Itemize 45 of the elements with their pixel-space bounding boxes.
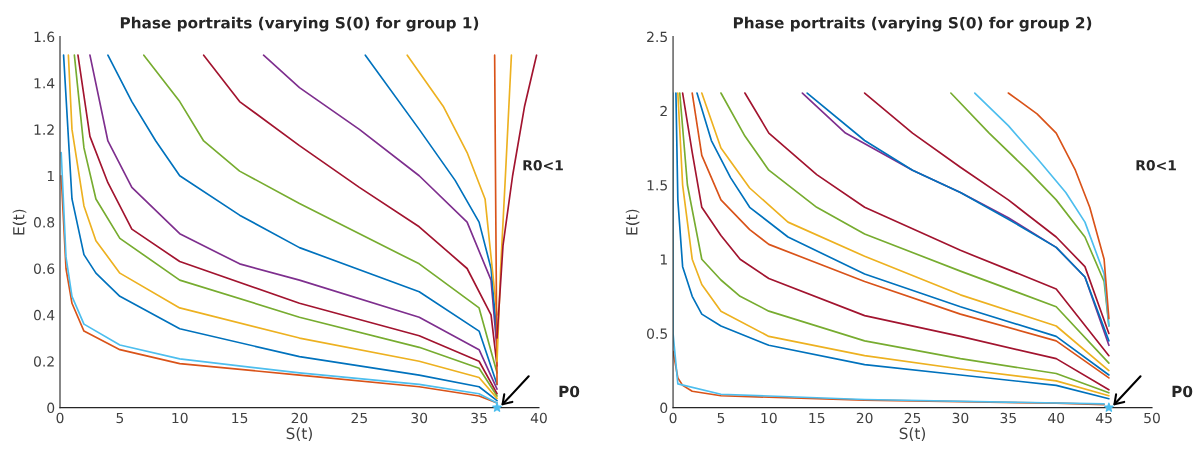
y-tick-label: 1.2	[34, 124, 54, 135]
x-tick-label: 40	[530, 412, 547, 424]
x-tick-label: 25	[904, 412, 921, 424]
x-tick-label: 45	[1095, 412, 1112, 424]
x-tick-label: 50	[1144, 412, 1160, 424]
y-axis-title: E(t)	[12, 209, 27, 235]
x-tick-label: 25	[351, 412, 367, 424]
text: P0	[1172, 385, 1193, 398]
x-tick-label: 0	[56, 412, 64, 424]
x-tick-label: 30	[952, 412, 969, 424]
y-tick-label: 0	[660, 402, 668, 414]
y-tick-label: 2	[660, 105, 667, 117]
x-tick-label: 5	[116, 412, 124, 424]
y-tick-label: 1.5	[647, 180, 667, 191]
x-tick-label: 15	[809, 412, 825, 424]
y-tick-label: 0.8	[33, 217, 55, 228]
x-tick-label: 40	[1048, 412, 1065, 424]
y-tick-label: 1	[660, 254, 667, 265]
y-tick-label: 0.2	[33, 356, 54, 367]
x-tick-label: 0	[669, 412, 677, 424]
x-tick-label: 15	[232, 412, 248, 424]
x-axis-title: S(t)	[899, 427, 926, 441]
x-tick-label: 20	[856, 412, 873, 424]
y-tick-label: 1	[47, 170, 54, 182]
y-tick-label: 1.6	[34, 31, 55, 43]
x-tick-label: 5	[717, 412, 725, 424]
x-tick-label: 35	[1000, 412, 1016, 424]
x-tick-label: 30	[411, 412, 428, 424]
y-tick-label: 2.5	[647, 31, 667, 43]
chart-title: Phase portraits (varying S(0) for group 2)	[733, 16, 1092, 32]
text: P0	[559, 385, 580, 398]
y-tick-label: 0	[47, 402, 55, 414]
chart-title: Phase portraits (varying S(0) for group 1)	[120, 16, 479, 32]
y-tick-label: 0.4	[33, 309, 55, 321]
x-tick-label: 20	[291, 412, 308, 424]
annotation: R0<1	[1136, 160, 1176, 171]
annotation: R0<1	[523, 160, 563, 171]
y-tick-label: 1.4	[34, 78, 55, 89]
x-tick-label: 10	[172, 412, 188, 424]
y-tick-label: 0.6	[33, 263, 55, 274]
x-axis-title: S(t)	[286, 427, 312, 441]
x-tick-label: 35	[471, 412, 487, 424]
y-axis-title: E(t)	[625, 209, 640, 235]
y-tick-label: 0.5	[647, 328, 667, 339]
x-tick-label: 10	[761, 412, 777, 424]
